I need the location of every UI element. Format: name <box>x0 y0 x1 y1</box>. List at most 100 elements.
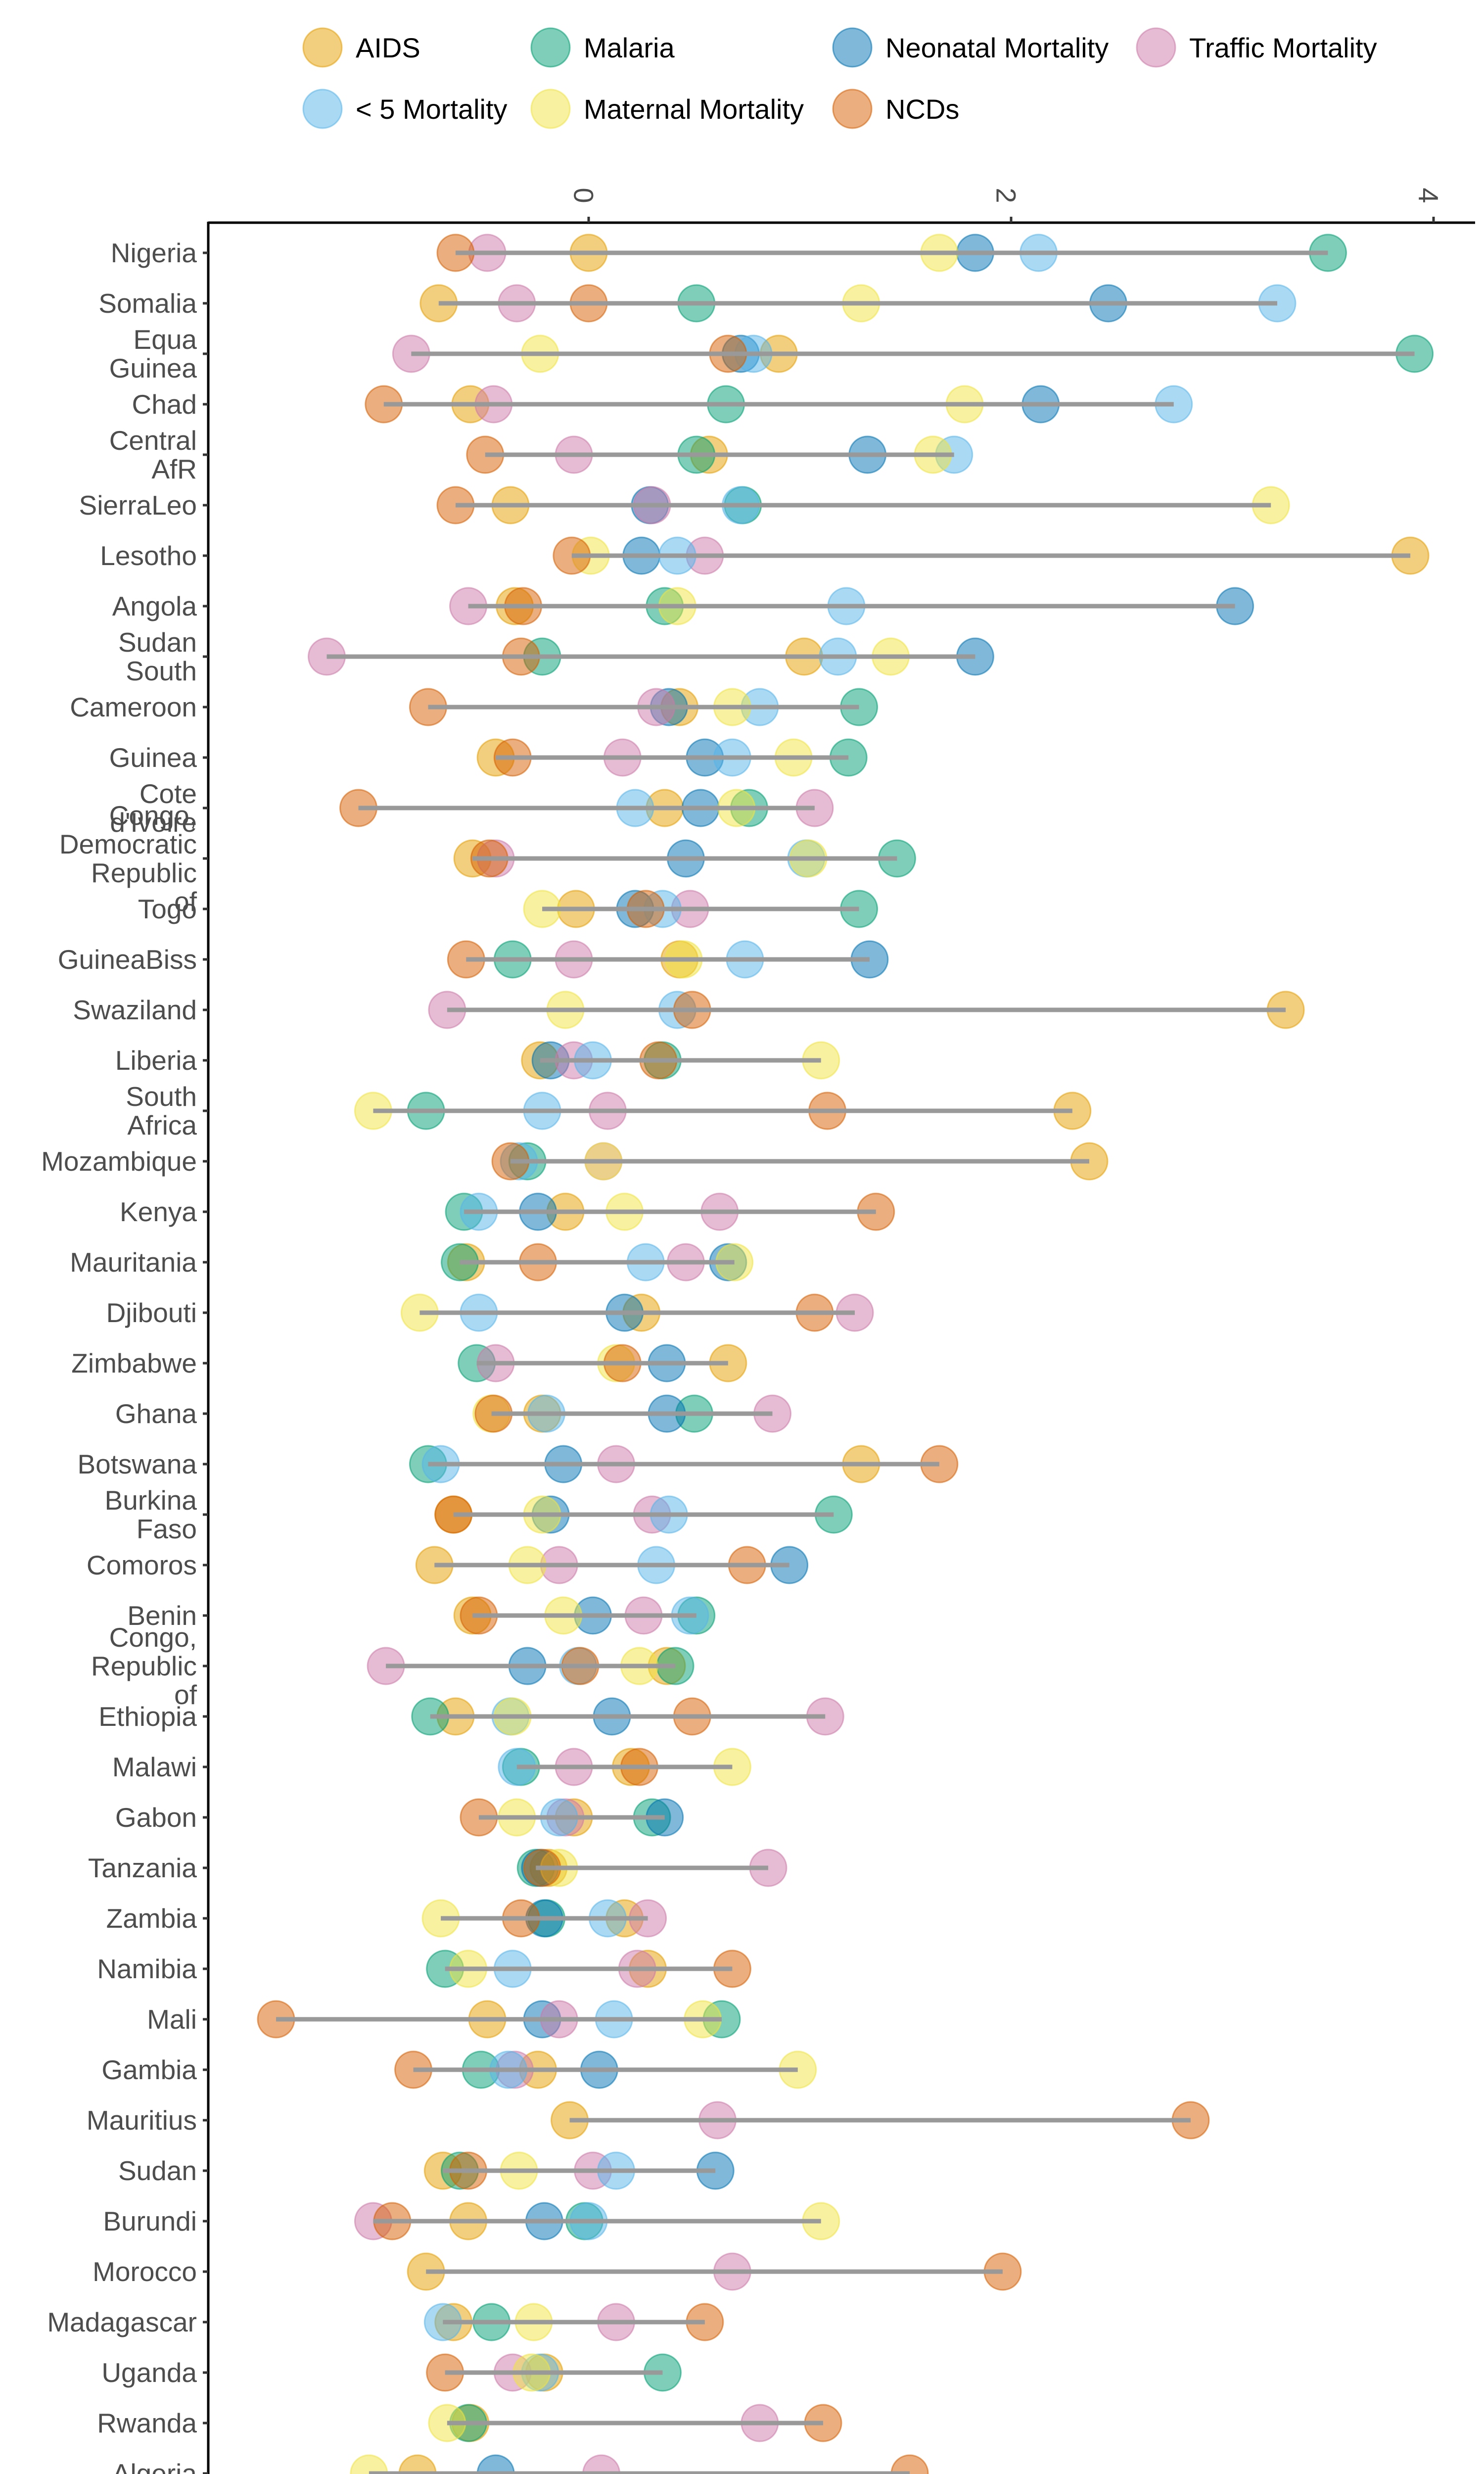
y-tick-label: Uganda <box>101 2357 197 2388</box>
country-row <box>516 1849 788 1887</box>
y-tick-label-line: of <box>174 886 197 917</box>
dot-ncds <box>890 2454 929 2474</box>
x-tick-label: 4 <box>1413 188 1444 203</box>
y-tick-label-line: Swaziland <box>73 995 197 1025</box>
country-row <box>308 637 994 676</box>
y-tick-label: Malawi <box>112 1752 197 1782</box>
country-row <box>421 1899 667 1938</box>
legend-key-malaria <box>530 27 571 68</box>
dot-neonatal <box>476 2454 515 2474</box>
country-row <box>428 991 1305 1029</box>
y-tick-label: Nigeria <box>111 238 197 268</box>
country-row <box>491 1142 1109 1181</box>
country-row <box>453 839 916 878</box>
y-tick-label-line: AfR <box>151 454 197 484</box>
legend-label-neonatal: Neonatal Mortality <box>885 32 1109 63</box>
y-tick-label: Zimbabwe <box>71 1348 197 1379</box>
legend-item-neonatal: Neonatal Mortality <box>832 27 1109 68</box>
country-row <box>458 1344 747 1382</box>
y-tick-label: Togo <box>138 894 197 924</box>
y-tick-label: Mauritius <box>87 2105 197 2136</box>
y-tick-label-line: Gabon <box>115 1802 197 1833</box>
country-row <box>498 1748 751 1786</box>
y-tick-label: Cameroon <box>70 692 197 722</box>
y-tick-label-line: Djibouti <box>106 1297 197 1328</box>
y-tick-label: Lesotho <box>100 540 197 571</box>
y-tick-label-line: Republic <box>91 1651 197 1681</box>
country-row <box>419 284 1297 323</box>
country-row <box>476 738 868 777</box>
y-tick-label-line: Republic <box>91 857 197 888</box>
y-tick-label: Mozambique <box>41 1146 197 1177</box>
y-tick-label: Swaziland <box>73 995 197 1025</box>
y-tick-label-line: Malawi <box>112 1752 197 1782</box>
legend-item-ncds: NCDs <box>832 89 959 129</box>
legend-item-aids: AIDS <box>302 27 420 68</box>
y-tick-label-line: Kenya <box>120 1196 197 1227</box>
y-tick-label-line: Guinea <box>109 353 197 383</box>
country-row <box>409 688 879 726</box>
y-tick-label: Mauritania <box>70 1247 197 1278</box>
y-tick-label: Ghana <box>115 1398 197 1429</box>
y-tick-label-line: Botswana <box>77 1449 197 1479</box>
country-row <box>423 2151 735 2190</box>
y-tick-label-line: SierraLeo <box>79 490 197 521</box>
country-row <box>400 1293 874 1332</box>
y-tick-label: Burkina Faso <box>105 1485 197 1544</box>
country-row <box>434 1495 853 1534</box>
y-tick-label-line: Congo, <box>109 800 197 831</box>
legend-item-traffic: Traffic Mortality <box>1136 27 1377 68</box>
legend: AIDS Malaria Neonatal Mortality Traffic Mor… <box>302 27 1377 129</box>
y-tick-label-line: Mali <box>147 2004 197 2035</box>
y-tick-label-line: Burkina <box>105 1485 197 1516</box>
x-tick-label: 0 <box>568 188 600 203</box>
y-tick-label: Kenya <box>120 1196 197 1227</box>
country-row <box>521 1041 840 1080</box>
country-row <box>354 1092 1092 1130</box>
country-row <box>453 1596 716 1635</box>
y-tick-label: Gambia <box>101 2054 197 2085</box>
y-tick-label-line: Chad <box>132 389 197 420</box>
y-tick-label-line: Namibia <box>97 1953 197 1984</box>
y-tick-label: Congo, Democratic Republic of <box>59 800 197 917</box>
y-tick-label: Rwanda <box>97 2408 197 2438</box>
y-tick-label-line: Benin <box>127 1600 197 1631</box>
country-row <box>415 1546 809 1584</box>
y-tick-label-line: Tanzania <box>88 1853 197 1883</box>
country-row <box>466 435 974 474</box>
y-tick-label: Congo, Republic of <box>91 1622 197 1710</box>
country-row <box>367 1647 695 1685</box>
legend-item-maternal: Maternal Mortality <box>530 89 804 129</box>
y-tick-label-line: Ghana <box>115 1398 197 1429</box>
y-tick-label: Namibia <box>97 1953 197 1984</box>
y-tick-label-line: Democratic <box>59 829 197 859</box>
y-tick-label-line: Cameroon <box>70 692 197 722</box>
y-tick-label: Algeria <box>112 2458 197 2474</box>
y-tick-label-line: Africa <box>127 1110 197 1141</box>
y-tick-label-line: Congo, <box>109 1622 197 1653</box>
y-tick-label-line: Burundi <box>103 2206 197 2236</box>
country-row <box>436 486 1290 524</box>
y-tick-label-line: Sudan <box>118 627 197 658</box>
y-tick-label-line: Ethiopia <box>98 1701 197 1732</box>
country-row <box>392 334 1434 373</box>
country-row <box>441 1243 754 1282</box>
y-tick-label-line: Rwanda <box>97 2408 197 2438</box>
legend-label-traffic: Traffic Mortality <box>1189 32 1377 63</box>
country-row <box>426 1950 751 1988</box>
y-tick-label: Sudan South <box>118 627 197 686</box>
x-axis: 0 2 4 <box>208 188 1475 224</box>
country-row <box>449 587 1254 625</box>
y-tick-label-line: Togo <box>138 894 197 924</box>
dot-traffic <box>582 2454 621 2474</box>
y-tick-label-line: Nigeria <box>111 238 197 268</box>
y-tick-label: Madagascar <box>47 2307 197 2337</box>
legend-key-aids <box>302 27 343 68</box>
y-tick-label-line: Comoros <box>87 1550 197 1580</box>
y-tick-label-line: Lesotho <box>100 540 197 571</box>
country-row <box>445 1192 895 1231</box>
y-tick-label-line: Morocco <box>93 2256 197 2287</box>
legend-label-ncds: NCDs <box>885 94 959 125</box>
